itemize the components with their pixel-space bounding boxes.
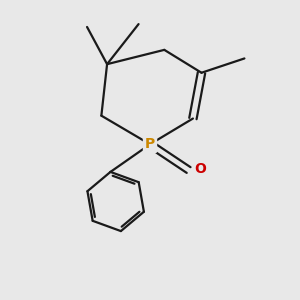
- Text: P: P: [145, 137, 155, 151]
- Text: O: O: [195, 162, 207, 176]
